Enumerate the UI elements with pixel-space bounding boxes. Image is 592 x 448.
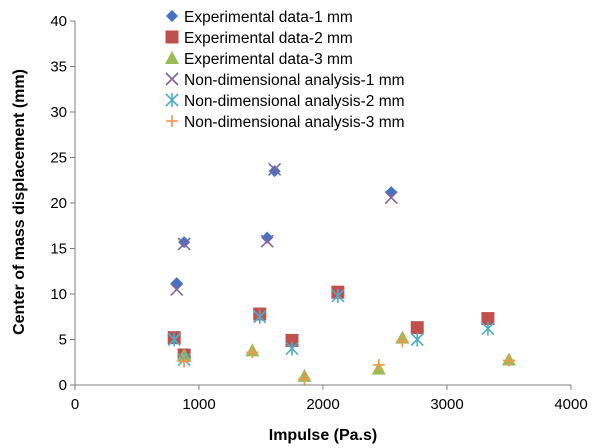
series-4 [170, 162, 398, 297]
legend-marker [166, 115, 178, 127]
x-tick-label: 2000 [306, 396, 339, 413]
data-point [268, 162, 282, 176]
legend-marker [165, 72, 179, 86]
data-point [167, 332, 181, 347]
data-point [410, 332, 424, 347]
data-points [167, 162, 516, 385]
legend-label: Non-dimensional analysis-1 mm [184, 72, 405, 89]
data-point [268, 165, 281, 178]
y-tick-label: 15 [50, 241, 67, 258]
series-5 [167, 288, 495, 367]
legend-label: Experimental data-1 mm [184, 9, 353, 26]
y-axis-title: Center of mass displacement (mm) [11, 69, 28, 335]
data-point [410, 321, 424, 335]
y-tick-label: 20 [50, 195, 67, 212]
data-point [246, 346, 259, 359]
legend-label: Experimental data-2 mm [184, 30, 353, 47]
x-tick-label: 0 [71, 396, 79, 413]
x-axis-title: Impulse (Pa.s) [269, 427, 377, 444]
legend-label: Experimental data-3 mm [184, 51, 353, 68]
y-tick-label: 30 [50, 104, 67, 121]
y-tick-label: 0 [59, 377, 67, 394]
data-point [261, 231, 274, 244]
y-axis: 0 5 10 15 20 25 30 35 40 [50, 13, 75, 394]
data-point [481, 312, 495, 326]
y-tick-label: 35 [50, 59, 67, 76]
data-point [170, 282, 184, 297]
series-1 [170, 165, 398, 290]
x-tick-label: 3000 [430, 396, 463, 413]
data-point [384, 190, 398, 205]
series-6 [178, 335, 515, 385]
data-point [178, 355, 191, 368]
data-point [396, 335, 409, 348]
y-tick-label: 25 [50, 150, 67, 167]
series-2 [167, 285, 495, 362]
legend-label: Non-dimensional analysis-2 mm [184, 93, 405, 110]
y-tick-label: 10 [50, 286, 67, 303]
legend-label: Non-dimensional analysis-3 mm [184, 114, 405, 131]
data-point [177, 237, 191, 251]
y-tick-label: 5 [59, 332, 67, 349]
data-point [298, 372, 311, 385]
data-point [253, 309, 267, 324]
data-point [503, 354, 515, 367]
data-point [372, 358, 385, 371]
x-tick-label: 1000 [182, 396, 215, 413]
data-point [385, 186, 398, 199]
x-axis: 0 1000 2000 3000 4000 [71, 385, 588, 413]
series-3 [177, 330, 516, 382]
legend-marker [165, 30, 179, 44]
data-point [178, 236, 191, 249]
y-tick-label: 40 [50, 13, 67, 30]
data-point [481, 321, 495, 336]
legend-marker [165, 93, 179, 107]
data-point [285, 333, 299, 347]
x-tick-label: 4000 [554, 396, 587, 413]
legend-marker [165, 51, 179, 64]
data-point [285, 341, 299, 356]
legend-marker [166, 10, 178, 22]
data-point [260, 234, 274, 248]
data-point [170, 277, 183, 290]
data-point [331, 288, 345, 303]
legend: Experimental data-1 mm Experimental data-… [165, 9, 405, 131]
